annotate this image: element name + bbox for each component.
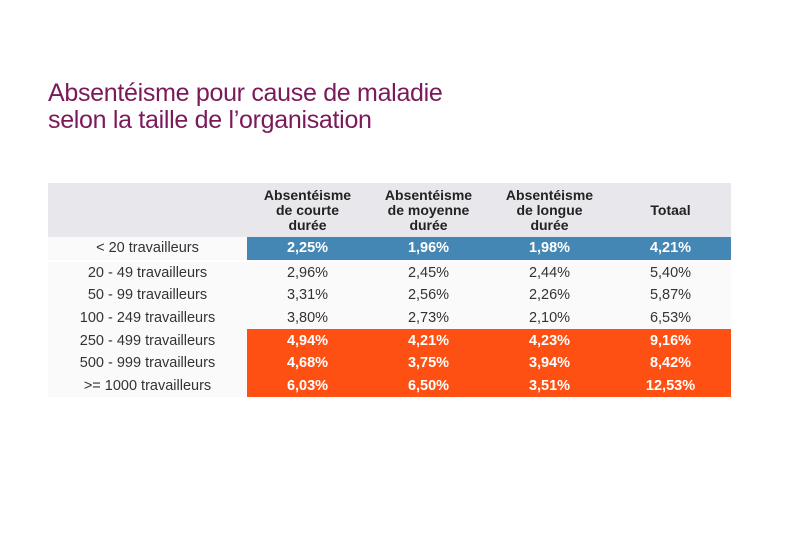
- table-cell: 8,42%: [610, 351, 731, 375]
- table-cell: 4,23%: [489, 329, 610, 352]
- table-row: >= 1000 travailleurs 6,03% 6,50% 3,51% 12,53…: [48, 374, 731, 398]
- column-header-line: de longue: [516, 201, 583, 218]
- row-label: 500 - 999 travailleurs: [48, 351, 247, 375]
- column-header-line: durée: [288, 216, 327, 233]
- table-cell: 1,96%: [368, 237, 489, 262]
- row-label: 50 - 99 travailleurs: [48, 284, 247, 307]
- row-label: >= 1000 travailleurs: [48, 374, 247, 398]
- column-header: Absentéisme de longue durée: [489, 183, 610, 237]
- table-cell: 5,87%: [610, 284, 731, 307]
- column-header-line: durée: [530, 216, 569, 233]
- table-cell: 4,21%: [368, 329, 489, 352]
- table-cell: 2,44%: [489, 260, 610, 285]
- table-cell: 2,26%: [489, 284, 610, 307]
- table-cell: 4,68%: [247, 351, 368, 375]
- table-cell: 2,56%: [368, 284, 489, 307]
- table-row: 250 - 499 travailleurs 4,94% 4,21% 4,23% 9,1…: [48, 329, 731, 352]
- column-header-line: Totaal: [650, 201, 691, 218]
- table-cell: 2,73%: [368, 306, 489, 330]
- table-cell: 6,50%: [368, 374, 489, 398]
- table-cell: 6,03%: [247, 374, 368, 398]
- table-cell: 3,80%: [247, 306, 368, 330]
- row-label: 100 - 249 travailleurs: [48, 306, 247, 330]
- table-row: 500 - 999 travailleurs 4,68% 3,75% 3,94% 8,4…: [48, 351, 731, 375]
- column-header-line: Absentéisme: [505, 186, 594, 203]
- table-cell: 5,40%: [610, 260, 731, 285]
- title-line-2: selon la taille de l’organisation: [48, 106, 372, 134]
- table-cell: 1,98%: [489, 237, 610, 262]
- table-cell: 12,53%: [610, 374, 731, 398]
- column-header-line: Absentéisme: [384, 186, 473, 203]
- column-header: Totaal: [610, 183, 731, 237]
- column-header: Absentéisme de moyenne durée: [368, 183, 489, 237]
- table-row: 20 - 49 travailleurs 2,96% 2,45% 2,44% 5,40%: [48, 260, 731, 285]
- column-header-line: de courte: [275, 201, 339, 218]
- table-cell: 2,25%: [247, 237, 368, 262]
- table-header-row: Absentéisme de courte durée Absentéisme de m…: [48, 183, 731, 237]
- column-header-line: durée: [409, 216, 448, 233]
- row-label: < 20 travailleurs: [48, 237, 247, 262]
- table-row: < 20 travailleurs 2,25% 1,96% 1,98% 4,21%: [48, 237, 731, 262]
- table-cell: 9,16%: [610, 329, 731, 352]
- row-label: 20 - 49 travailleurs: [48, 260, 247, 285]
- table-cell: 2,45%: [368, 260, 489, 285]
- column-header-line: de moyenne: [387, 201, 470, 218]
- row-label: 250 - 499 travailleurs: [48, 329, 247, 352]
- title-line-1: Absentéisme pour cause de maladie: [48, 79, 443, 107]
- column-header-line: Absentéisme: [263, 186, 352, 203]
- column-header: Absentéisme de courte durée: [247, 183, 368, 237]
- table-cell: 3,75%: [368, 351, 489, 375]
- table-cell: 4,94%: [247, 329, 368, 352]
- table-cell: 3,31%: [247, 284, 368, 307]
- column-header: [48, 183, 247, 237]
- table-cell: 6,53%: [610, 306, 731, 330]
- table-cell: 3,94%: [489, 351, 610, 375]
- table-cell: 2,96%: [247, 260, 368, 285]
- table-row: 100 - 249 travailleurs 3,80% 2,73% 2,10% 6,5…: [48, 306, 731, 330]
- table-cell: 4,21%: [610, 237, 731, 262]
- absenteeism-table: Absentéisme de courte durée Absentéisme de m…: [48, 183, 731, 398]
- page-title: Absentéisme pour cause de maladie selon …: [48, 80, 443, 134]
- table-cell: 3,51%: [489, 374, 610, 398]
- table-row: 50 - 99 travailleurs 3,31% 2,56% 2,26% 5,87%: [48, 284, 731, 307]
- table-cell: 2,10%: [489, 306, 610, 330]
